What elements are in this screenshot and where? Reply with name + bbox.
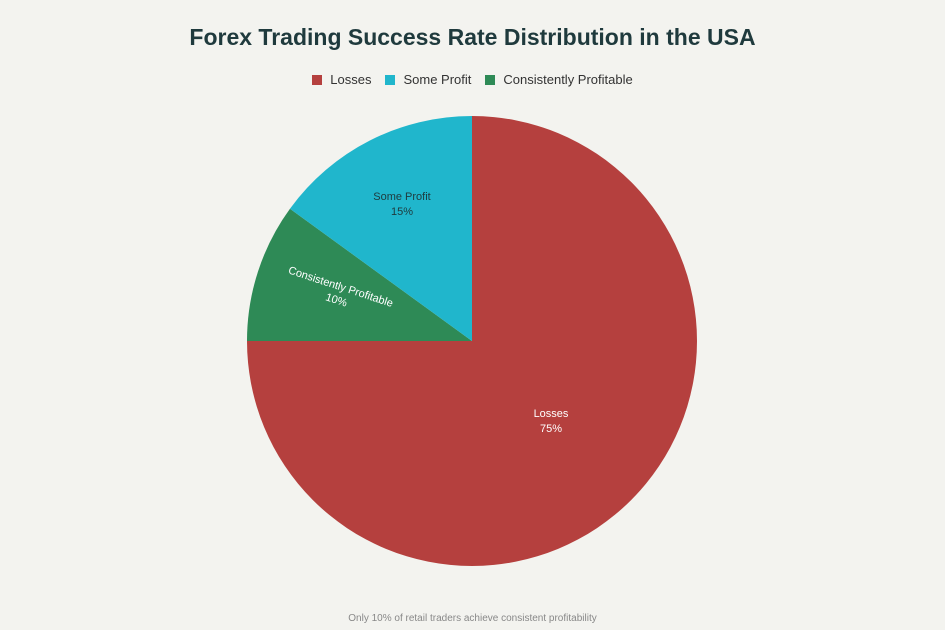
legend-item-some-profit[interactable]: Some Profit xyxy=(385,72,471,87)
chart-title: Forex Trading Success Rate Distribution … xyxy=(189,24,756,50)
slice-some-profit[interactable] xyxy=(289,116,472,341)
legend-swatch-consistently-profitable xyxy=(485,74,496,85)
slice-consistently-profitable[interactable] xyxy=(247,208,472,341)
slice-value-losses: 75% xyxy=(540,423,562,435)
slice-label-losses: Losses xyxy=(534,408,569,420)
legend-label: Consistently Profitable xyxy=(503,72,633,87)
legend-label: Some Profit xyxy=(403,72,472,87)
legend-label: Losses xyxy=(330,72,372,87)
chart-annotation: Only 10% of retail traders achieve consi… xyxy=(348,613,597,624)
legend-swatch-some-profit xyxy=(385,74,396,85)
slice-value-some-profit: 15% xyxy=(391,206,413,218)
slice-label-some-profit: Some Profit xyxy=(373,191,430,203)
legend-item-losses[interactable]: Losses xyxy=(312,72,371,87)
legend-item-consistently-profitable[interactable]: Consistently Profitable xyxy=(485,72,633,87)
chart-legend: Losses Some Profit Consistently Profitab… xyxy=(0,72,945,87)
legend-swatch-losses xyxy=(312,74,323,85)
